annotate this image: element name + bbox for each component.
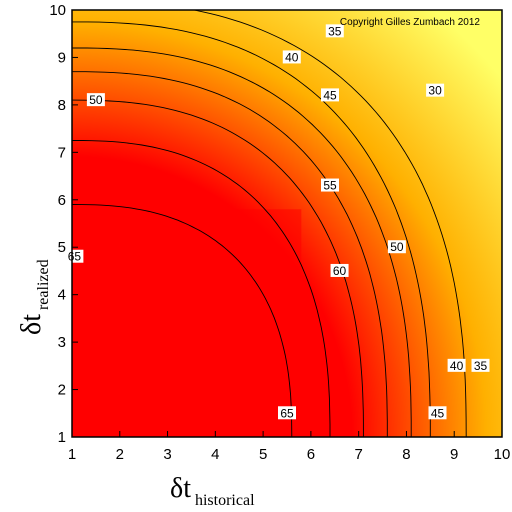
contour-label-30: 30 — [426, 83, 445, 98]
x-tick-label: 9 — [450, 446, 458, 463]
contour-label-65: 65 — [65, 249, 84, 264]
svg-text:δt realized: δt realized — [16, 259, 52, 335]
contour-label-box — [86, 93, 105, 107]
x-axis-title-symbol: δt — [170, 473, 191, 504]
y-tick-label: 1 — [58, 429, 66, 446]
y-tick-label: 10 — [49, 2, 66, 19]
contour-line-50 — [72, 99, 364, 437]
contour-label-65: 65 — [278, 406, 296, 420]
y-tick-label: 7 — [58, 144, 66, 161]
plot-area: 35 30 40 45 50 55 50 60 65 65 40 35 45 — [65, 9, 503, 438]
contour-label-box — [278, 406, 296, 420]
svg-text:δt historical: δt historical — [170, 473, 255, 509]
contour-label-box — [330, 263, 349, 277]
x-tick-label: 8 — [402, 446, 410, 463]
x-tick-label: 6 — [307, 446, 315, 463]
contour-label-50: 50 — [387, 240, 406, 254]
y-axis-title: δt realized — [16, 259, 52, 335]
x-tick-label: 3 — [163, 446, 171, 463]
y-tick-label: 3 — [58, 334, 66, 351]
contour-label-55: 55 — [321, 178, 339, 193]
contour-label-box — [321, 178, 339, 192]
y-axis-ticks: 1 2 3 4 5 6 7 8 9 10 — [49, 2, 78, 446]
contour-label-box — [426, 83, 445, 97]
contour-label-box — [428, 406, 447, 420]
contour-label-box — [471, 358, 490, 372]
contour-line-40 — [72, 47, 412, 437]
contour-label-text: 55 — [323, 179, 337, 193]
contour-line-55 — [72, 140, 331, 437]
contour-label-text: 50 — [390, 240, 404, 254]
x-tick-label: 1 — [68, 446, 76, 463]
y-tick-label: 8 — [58, 97, 66, 114]
peak-region — [72, 209, 302, 437]
plot-frame — [71, 9, 503, 438]
contour-line-35 — [72, 21, 431, 437]
contour-label-text: 50 — [89, 93, 103, 107]
contour-line-45 — [72, 71, 388, 437]
x-tick-label: 7 — [354, 446, 362, 463]
contour-label-text: 60 — [333, 264, 347, 278]
contour-label-text: 65 — [280, 406, 294, 420]
contour-label-45: 45 — [321, 88, 339, 102]
contour-label-box — [387, 240, 406, 254]
contour-label-35: 35 — [325, 24, 344, 38]
y-axis-title-subscript: realized — [35, 259, 52, 310]
x-axis-ticks: 1 2 3 4 5 6 7 8 9 10 — [68, 431, 511, 463]
contour-labels: 35 30 40 45 50 55 50 60 65 65 40 35 45 — [65, 24, 490, 420]
x-axis-title: δt historical — [170, 473, 255, 509]
contour-label-text: 45 — [431, 406, 445, 420]
contour-label-50: 50 — [86, 93, 105, 107]
contour-label-40: 40 — [447, 358, 466, 373]
contour-label-box — [321, 88, 339, 102]
y-tick-label: 4 — [58, 287, 66, 304]
contour-label-box — [65, 249, 84, 263]
contour-label-box — [282, 50, 301, 64]
copyright-text: Copyright Gilles Zumbach 2012 — [340, 17, 481, 28]
y-axis-title-symbol: δt — [16, 314, 47, 335]
contour-label-35: 35 — [471, 358, 490, 373]
x-tick-label: 4 — [211, 446, 219, 463]
contour-line-60 — [72, 204, 293, 437]
contour-label-text: 40 — [285, 50, 299, 64]
contour-label-45: 45 — [428, 406, 447, 420]
contour-line-30 — [191, 10, 467, 437]
y-tick-label: 5 — [58, 239, 66, 256]
contour-label-text: 30 — [428, 84, 442, 98]
y-tick-label: 6 — [58, 192, 66, 209]
contour-label-60: 60 — [330, 263, 349, 278]
contour-label-text: 65 — [68, 250, 82, 264]
y-tick-label: 2 — [58, 382, 66, 399]
contour-label-text: 35 — [328, 24, 342, 38]
contour-label-box — [447, 358, 466, 372]
y-tick-label: 9 — [58, 49, 66, 66]
contour-label-text: 35 — [474, 359, 488, 373]
contour-label-40: 40 — [282, 50, 301, 64]
contour-label-text: 40 — [450, 359, 464, 373]
contour-lines — [72, 10, 467, 437]
x-tick-label: 2 — [116, 446, 124, 463]
x-tick-label: 10 — [494, 446, 511, 463]
contour-label-text: 45 — [323, 88, 337, 102]
x-axis-title-subscript: historical — [195, 492, 255, 509]
x-tick-label: 5 — [259, 446, 267, 463]
contour-label-box — [325, 24, 344, 38]
